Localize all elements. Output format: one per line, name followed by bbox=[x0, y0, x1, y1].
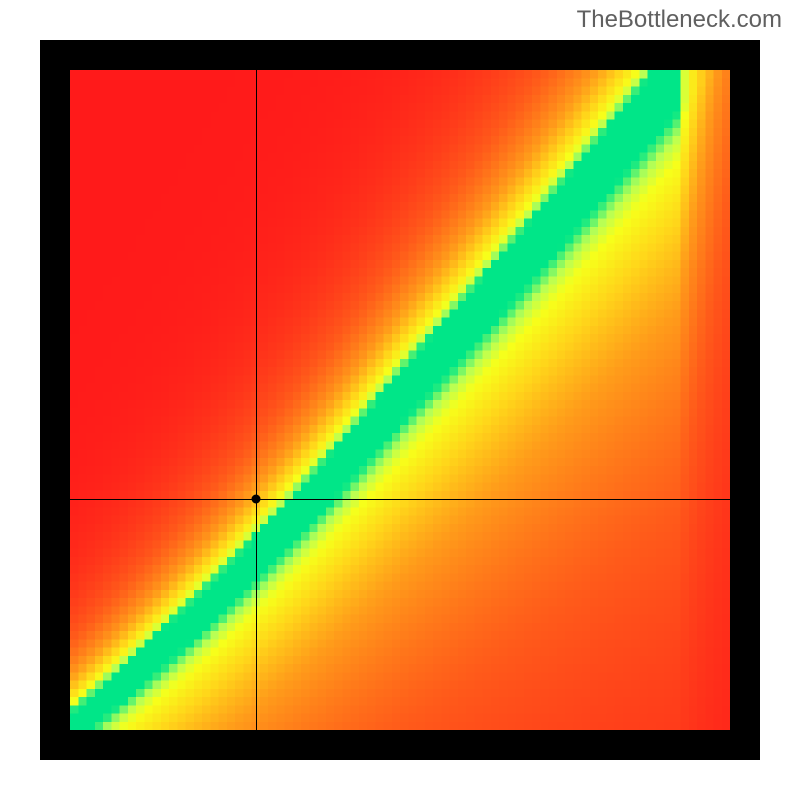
crosshair-horizontal bbox=[70, 499, 730, 500]
chart-container: TheBottleneck.com bbox=[0, 0, 800, 800]
chart-frame bbox=[40, 40, 760, 760]
watermark-text: TheBottleneck.com bbox=[577, 6, 782, 34]
heatmap-canvas bbox=[70, 70, 730, 730]
crosshair-vertical bbox=[256, 70, 257, 730]
crosshair-marker bbox=[252, 495, 261, 504]
heatmap-plot bbox=[70, 70, 730, 730]
